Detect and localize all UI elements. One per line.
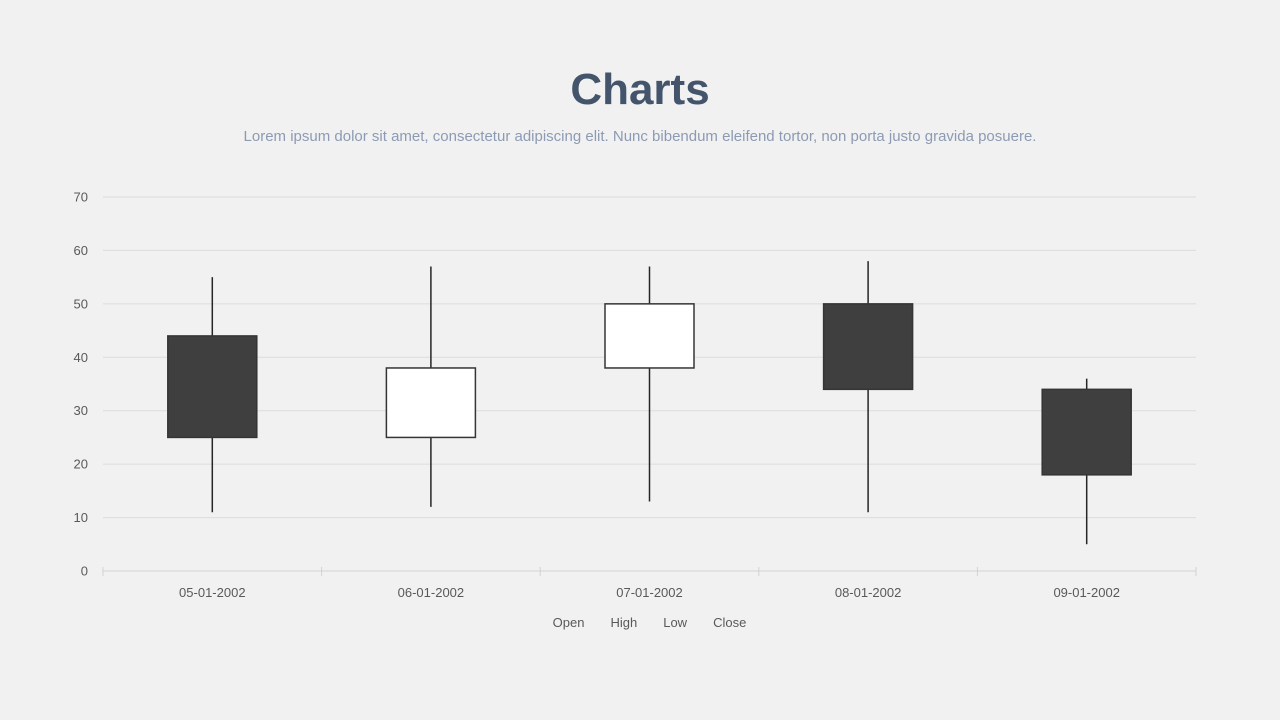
candle-body-down	[822, 303, 914, 391]
legend-item-low: Low	[663, 615, 688, 630]
page-subtitle: Lorem ipsum dolor sit amet, consectetur …	[243, 128, 1037, 145]
y-axis-label: 60	[74, 243, 88, 258]
legend-item-high: High	[610, 615, 638, 630]
y-axis-label: 10	[74, 510, 88, 525]
y-axis-label: 40	[74, 350, 88, 365]
candle-body-up	[385, 367, 477, 439]
legend-item-close: Close	[713, 615, 747, 630]
chart-legend: Open High Low Close	[103, 615, 1196, 630]
y-axis-label: 70	[74, 190, 88, 205]
x-axis-label: 08-01-2002	[835, 585, 902, 600]
x-axis-label: 07-01-2002	[616, 585, 683, 600]
candle-body-down	[1041, 388, 1132, 476]
candle-body-down	[167, 335, 258, 439]
x-axis-label: 09-01-2002	[1053, 585, 1120, 600]
x-axis-label: 06-01-2002	[398, 585, 465, 600]
y-axis-label: 20	[74, 457, 88, 472]
y-axis-label: 50	[74, 296, 88, 311]
y-axis-label: 0	[81, 564, 88, 579]
y-axis-label: 30	[74, 403, 88, 418]
candle-body-up	[604, 303, 695, 369]
legend-item-open: Open	[552, 615, 585, 630]
page-title: Charts	[570, 65, 710, 114]
x-axis-label: 05-01-2002	[179, 585, 246, 600]
